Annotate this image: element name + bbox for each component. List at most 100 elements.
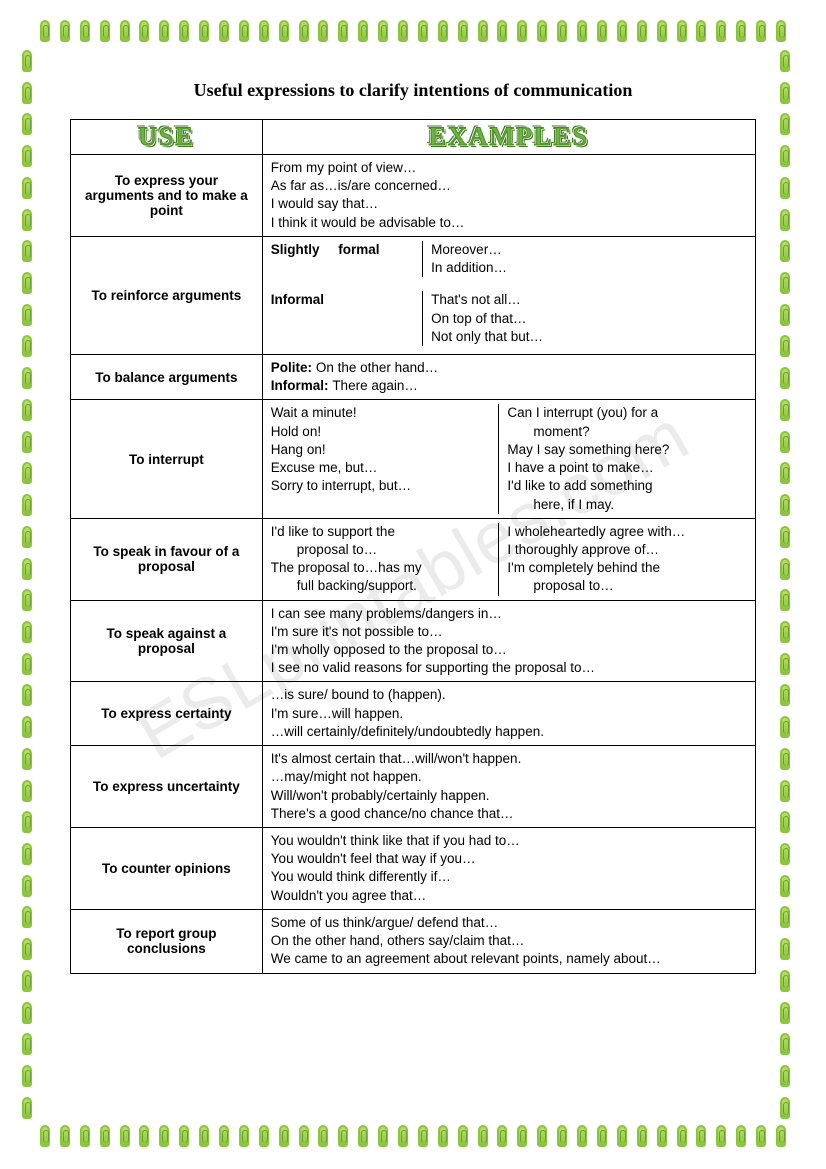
header-examples: EXAMPLES	[262, 120, 755, 155]
table-row: To express certainty…is sure/ bound to (…	[71, 682, 756, 746]
paperclip-icon	[780, 209, 790, 231]
paperclip-icon	[780, 558, 790, 580]
table-row: To express uncertaintyIt's almost certai…	[71, 746, 756, 828]
paperclip-icon	[780, 970, 790, 992]
paperclip-icon	[418, 1125, 428, 1147]
paperclip-icon	[780, 875, 790, 897]
paperclip-icon	[637, 1125, 647, 1147]
paperclip-icon	[22, 50, 32, 72]
paperclip-icon	[438, 20, 448, 42]
example-line: I'd like to add something	[507, 477, 747, 495]
sub-values: That's not all…On top of that…Not only t…	[423, 291, 747, 346]
paperclip-icon	[60, 20, 70, 42]
paperclip-icon	[780, 780, 790, 802]
example-line: I wholeheartedly agree with…	[507, 523, 747, 541]
paperclip-icon	[736, 1125, 746, 1147]
sub-row: Slightly formalMoreover…In addition…	[271, 241, 747, 277]
sub-row: InformalThat's not all…On top of that…No…	[271, 291, 747, 346]
paperclip-icon	[120, 1125, 130, 1147]
example-line: Informal: There again…	[271, 377, 747, 395]
table-row: To reinforce argumentsSlightly formalMor…	[71, 236, 756, 354]
example-line: Will/won't probably/certainly happen.	[271, 787, 747, 805]
paperclip-icon	[219, 20, 229, 42]
paperclip-icon	[756, 20, 766, 42]
paperclip-icon	[780, 82, 790, 104]
example-line: …will certainly/definitely/undoubtedly h…	[271, 723, 747, 741]
example-line: On top of that…	[431, 310, 747, 328]
example-line: …is sure/ bound to (happen).	[271, 686, 747, 704]
paperclip-icon	[780, 526, 790, 548]
examples-cell: Some of us think/argue/ defend that…On t…	[262, 909, 755, 973]
example-line: The proposal to…has my	[271, 559, 491, 577]
page-title: Useful expressions to clarify intentions…	[70, 80, 756, 101]
paperclip-icon	[318, 20, 328, 42]
paperclip-icon	[780, 367, 790, 389]
paperclip-icon	[617, 20, 627, 42]
border-top	[40, 20, 786, 44]
sub-values: Moreover…In addition…	[423, 241, 747, 277]
paperclip-icon	[22, 1097, 32, 1119]
header-use: USE	[71, 120, 263, 155]
paperclip-icon	[22, 811, 32, 833]
paperclip-icon	[780, 335, 790, 357]
paperclip-icon	[100, 20, 110, 42]
right-column: I wholeheartedly agree with…I thoroughly…	[507, 523, 747, 596]
paperclip-icon	[780, 50, 790, 72]
paperclip-icon	[780, 177, 790, 199]
table-row: To balance argumentsPolite: On the other…	[71, 354, 756, 399]
paperclip-icon	[279, 20, 289, 42]
paperclip-icon	[22, 209, 32, 231]
paperclip-icon	[776, 1125, 786, 1147]
paperclip-icon	[22, 906, 32, 928]
paperclip-icon	[657, 1125, 667, 1147]
paperclip-icon	[22, 177, 32, 199]
use-cell: To express certainty	[71, 682, 263, 746]
paperclip-icon	[318, 1125, 328, 1147]
example-line: I'm sure it's not possible to…	[271, 623, 747, 641]
paperclip-icon	[139, 20, 149, 42]
paperclip-icon	[398, 20, 408, 42]
paperclip-icon	[537, 20, 547, 42]
examples-cell: Polite: On the other hand…Informal: Ther…	[262, 354, 755, 399]
example-line: As far as…is/are concerned…	[271, 177, 747, 195]
paperclip-icon	[780, 684, 790, 706]
paperclip-icon	[40, 20, 50, 42]
paperclip-icon	[517, 20, 527, 42]
paperclip-icon	[179, 1125, 189, 1147]
use-cell: To interrupt	[71, 400, 263, 518]
example-line: Can I interrupt (you) for a	[507, 404, 747, 422]
paperclip-icon	[478, 1125, 488, 1147]
paperclip-icon	[22, 621, 32, 643]
paperclip-icon	[338, 20, 348, 42]
use-cell: To express uncertainty	[71, 746, 263, 828]
paperclip-icon	[22, 1002, 32, 1024]
paperclip-icon	[22, 558, 32, 580]
paperclip-icon	[617, 1125, 627, 1147]
paperclip-icon	[780, 399, 790, 421]
paperclip-icon	[458, 1125, 468, 1147]
example-line: I have a point to make…	[507, 459, 747, 477]
inline-label: Informal:	[271, 378, 333, 393]
paperclip-icon	[398, 1125, 408, 1147]
paperclip-icon	[716, 1125, 726, 1147]
example-line: I can see many problems/dangers in…	[271, 605, 747, 623]
example-line: Some of us think/argue/ defend that…	[271, 914, 747, 932]
paperclip-icon	[100, 1125, 110, 1147]
examples-cell: It's almost certain that…will/won't happ…	[262, 746, 755, 828]
paperclip-icon	[780, 1097, 790, 1119]
paperclip-icon	[780, 748, 790, 770]
example-line: May I say something here?	[507, 441, 747, 459]
paperclip-icon	[378, 20, 388, 42]
paperclip-icon	[259, 20, 269, 42]
paperclip-icon	[780, 431, 790, 453]
table-header-row: USE EXAMPLES	[71, 120, 756, 155]
paperclip-icon	[736, 20, 746, 42]
example-line: I'm sure…will happen.	[271, 705, 747, 723]
paperclip-icon	[22, 875, 32, 897]
paperclip-icon	[780, 462, 790, 484]
example-line: There's a good chance/no chance that…	[271, 805, 747, 823]
table-row: To speak in favour of a proposalI'd like…	[71, 518, 756, 600]
paperclip-icon	[780, 621, 790, 643]
examples-cell: …is sure/ bound to (happen).I'm sure…wil…	[262, 682, 755, 746]
example-line: Sorry to interrupt, but…	[271, 477, 491, 495]
